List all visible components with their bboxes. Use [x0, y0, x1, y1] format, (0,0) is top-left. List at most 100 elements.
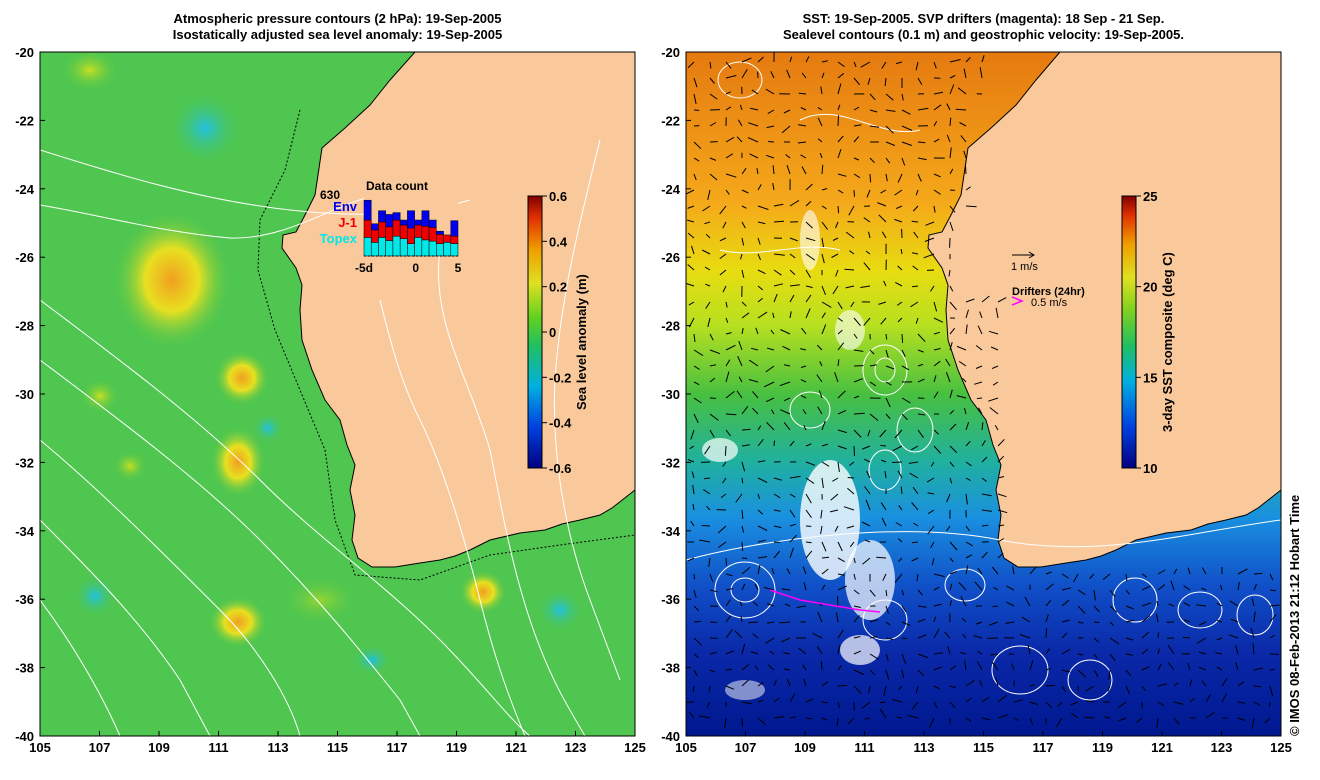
- inset-bar-j1: [399, 224, 408, 239]
- velocity-arrow: [862, 557, 871, 565]
- velocity-arrow: [834, 525, 839, 532]
- velocity-arrow: [1221, 693, 1227, 703]
- velocity-arrow: [988, 330, 999, 335]
- velocity-arrow: [800, 394, 807, 399]
- velocity-arrow: [1109, 653, 1116, 662]
- velocity-arrow: [949, 301, 957, 311]
- velocity-arrow: [1141, 666, 1150, 671]
- velocity-arrow: [741, 583, 746, 591]
- velocity-arrow: [884, 77, 887, 86]
- velocity-arrow: [849, 461, 855, 466]
- velocity-arrow: [720, 493, 727, 499]
- velocity-arrow: [725, 599, 731, 607]
- velocity-arrow: [1167, 662, 1175, 671]
- velocity-arrow: [993, 586, 999, 591]
- velocity-arrow: [853, 650, 862, 655]
- velocity-arrow: [853, 445, 855, 456]
- velocity-arrow: [895, 61, 903, 65]
- velocity-arrow: [1045, 628, 1048, 639]
- velocity-arrow: [894, 429, 903, 439]
- velocity-arrow: [837, 148, 842, 159]
- velocity-arrow: [977, 567, 983, 575]
- velocity-arrow: [948, 269, 951, 277]
- velocity-arrow: [832, 237, 839, 241]
- velocity-arrow: [949, 477, 953, 484]
- velocity-arrow: [709, 589, 718, 593]
- inset-legend-topex: Topex: [320, 231, 358, 246]
- velocity-arrow: [991, 661, 999, 671]
- velocity-arrow: [693, 381, 700, 386]
- velocity-arrow: [911, 220, 919, 223]
- velocity-arrow: [853, 378, 863, 383]
- velocity-arrow: [991, 566, 999, 575]
- lat-tick-label: -24: [15, 182, 35, 197]
- velocity-arrow: [997, 438, 1005, 447]
- velocity-arrow: [689, 711, 695, 719]
- velocity-arrow: [963, 407, 967, 415]
- velocity-arrow: [981, 55, 985, 63]
- velocity-arrow: [962, 633, 967, 639]
- velocity-arrow: [773, 203, 784, 207]
- velocity-arrow: [821, 237, 824, 248]
- inset-bar-topex: [443, 242, 452, 257]
- velocity-arrow: [1251, 717, 1255, 729]
- velocity-arrow: [803, 582, 807, 591]
- velocity-arrow: [718, 541, 727, 549]
- velocity-arrow: [725, 685, 735, 690]
- lon-tick-label: 111: [854, 740, 874, 755]
- velocity-arrow: [725, 650, 735, 655]
- velocity-arrow: [1045, 614, 1049, 623]
- velocity-arrow: [949, 389, 953, 399]
- velocity-arrow: [789, 547, 794, 559]
- velocity-arrow: [821, 681, 829, 687]
- velocity-arrow: [817, 117, 823, 127]
- velocity-arrow: [900, 248, 903, 255]
- inset-bar-j1: [378, 221, 386, 238]
- velocity-arrow: [885, 125, 894, 134]
- velocity-arrow: [789, 199, 800, 207]
- lat-tick-label: -28: [661, 319, 680, 334]
- velocity-arrow: [894, 218, 903, 223]
- velocity-arrow: [725, 301, 728, 308]
- velocity-arrow: [879, 708, 887, 719]
- velocity-arrow: [819, 152, 823, 159]
- velocity-arrow: [911, 502, 919, 511]
- velocity-arrow: [837, 115, 839, 127]
- velocity-arrow: [783, 668, 791, 671]
- velocity-arrow: [1141, 585, 1151, 591]
- velocity-arrow: [821, 221, 829, 230]
- velocity-arrow: [786, 678, 791, 687]
- velocity-arrow: [915, 317, 919, 324]
- velocity-arrow: [892, 445, 903, 452]
- lat-tick-label: -22: [661, 113, 680, 128]
- velocity-arrow: [789, 523, 797, 527]
- velocity-arrow: [933, 173, 941, 178]
- velocity-arrow: [912, 487, 919, 495]
- velocity-arrow: [706, 701, 711, 708]
- inset-bar-topex: [363, 237, 372, 257]
- velocity-arrow: [981, 717, 991, 721]
- velocity-arrow: [1141, 602, 1151, 607]
- velocity-arrow: [933, 445, 942, 454]
- velocity-arrow: [757, 184, 762, 191]
- velocity-arrow: [911, 557, 919, 562]
- velocity-arrow: [901, 333, 904, 343]
- pressure-contours: [40, 139, 621, 736]
- velocity-arrow: [955, 108, 967, 111]
- lon-tick-label: 107: [89, 740, 111, 755]
- velocity-arrow: [741, 405, 749, 415]
- velocity-arrow: [933, 301, 938, 312]
- lat-tick-label: -26: [661, 250, 680, 265]
- velocity-arrow: [709, 429, 715, 438]
- velocity-arrow: [979, 311, 983, 319]
- velocity-scale-label: 1 m/s: [1011, 261, 1038, 273]
- velocity-arrow: [885, 365, 895, 370]
- velocity-arrow: [693, 653, 700, 659]
- velocity-arrow: [741, 566, 751, 575]
- velocity-arrow: [835, 221, 839, 229]
- velocity-arrow: [853, 136, 860, 143]
- velocity-arrow: [722, 477, 727, 484]
- velocity-arrow: [717, 525, 727, 534]
- velocity-arrow: [725, 391, 735, 399]
